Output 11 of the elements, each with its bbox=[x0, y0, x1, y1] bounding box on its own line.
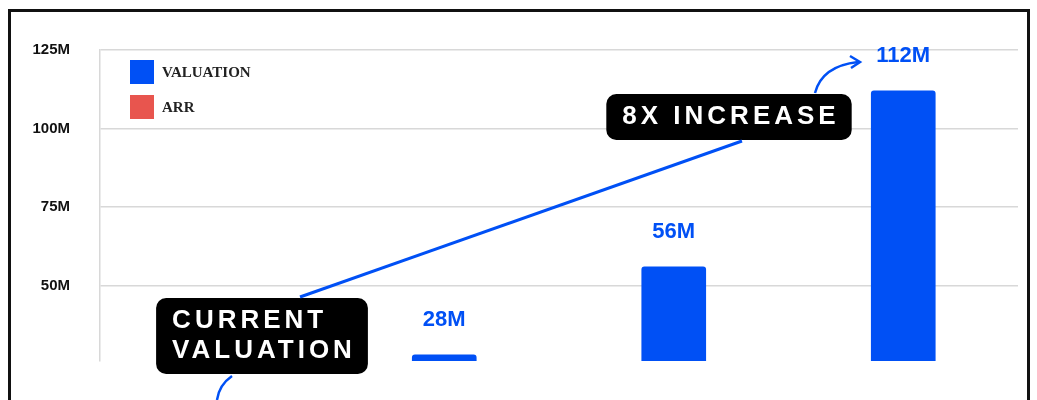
y-tick-label: 50M bbox=[40, 275, 70, 293]
data-label: 56M bbox=[652, 217, 696, 243]
y-tick-label: 100M bbox=[32, 118, 70, 136]
data-label: 112M bbox=[876, 41, 931, 67]
legend-label: VALUATION bbox=[162, 63, 251, 81]
annotation: 8X INCREASE bbox=[622, 100, 840, 131]
legend-label: ARR bbox=[162, 98, 195, 116]
y-tick-label: 75M bbox=[40, 197, 70, 215]
y-tick-label: 125M bbox=[32, 40, 70, 58]
annotation: CURRENT VALUATION bbox=[172, 304, 356, 365]
data-label: 28M bbox=[422, 305, 466, 331]
